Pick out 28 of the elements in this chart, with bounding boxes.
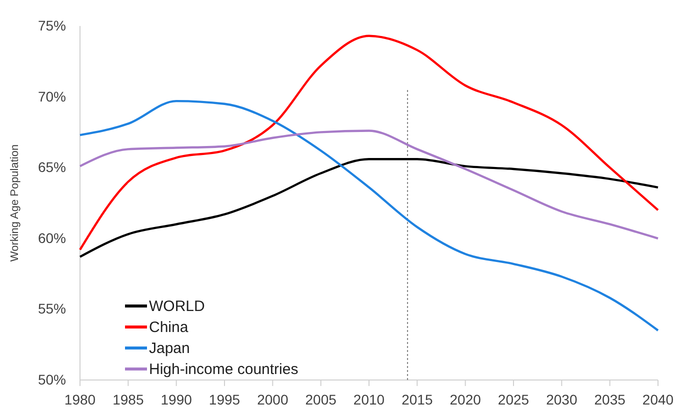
y-axis-title: Working Age Population — [9, 144, 21, 262]
legend-label: Japan — [149, 340, 190, 357]
x-tick-label: 2020 — [450, 391, 482, 408]
x-tick-label: 2030 — [546, 391, 578, 408]
x-tick-label: 2005 — [305, 391, 337, 408]
legend-label: WORLD — [149, 298, 205, 315]
x-tick-label: 2010 — [353, 391, 385, 408]
y-tick-label: 75% — [38, 17, 66, 34]
x-tick-label: 1980 — [64, 391, 96, 408]
x-tick-label: 1990 — [160, 391, 192, 408]
y-tick-label: 60% — [38, 230, 66, 246]
x-tick-label: 2035 — [594, 391, 626, 408]
x-tick-label: 1995 — [208, 391, 240, 408]
x-tick-label: 2015 — [402, 391, 433, 408]
line-series — [78, 100, 660, 332]
x-tick-label: 2040 — [642, 391, 674, 408]
y-tick-label: 50% — [38, 371, 66, 388]
line-series — [78, 130, 660, 240]
y-tick-label: 70% — [38, 88, 66, 104]
x-tick-label: 2000 — [257, 391, 288, 408]
x-tick-label: 2025 — [498, 391, 530, 408]
y-tick-label: 65% — [38, 159, 66, 176]
line-series — [78, 34, 660, 251]
x-tick-label: 1985 — [112, 391, 144, 408]
legend-label: High-income countries — [149, 361, 298, 378]
line-series — [78, 158, 660, 258]
legend-label: China — [149, 319, 189, 336]
y-tick-label: 55% — [38, 300, 66, 317]
